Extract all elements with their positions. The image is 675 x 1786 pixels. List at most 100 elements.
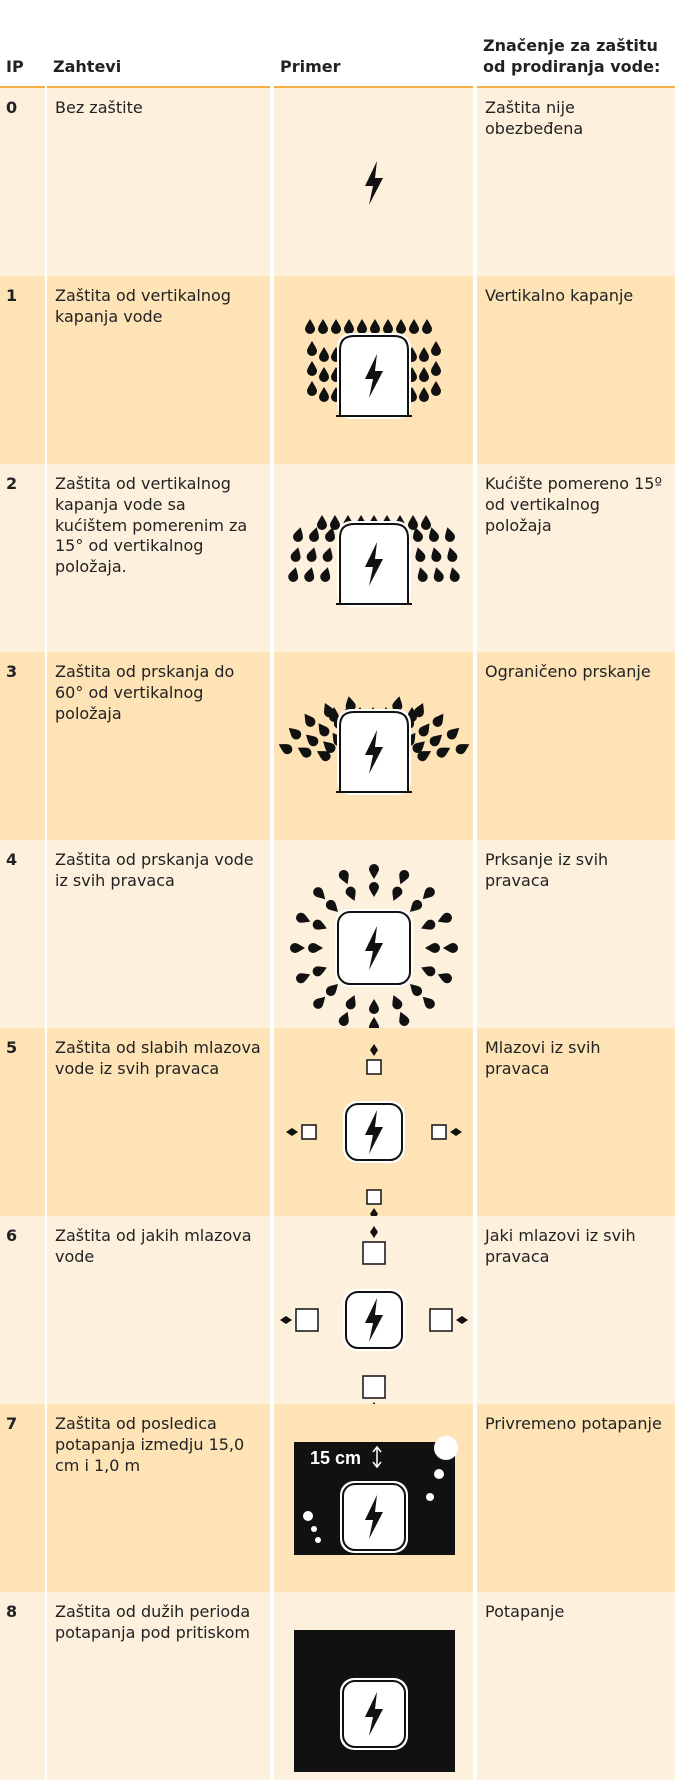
water-drop [446,727,460,740]
water-drop [431,361,441,376]
nozzle-body [431,1124,447,1140]
nozzle-body [429,1308,453,1332]
water-drop [399,870,410,885]
bolt-icon [365,542,383,586]
water-drop [313,887,326,900]
water-drop [331,319,341,334]
ip-illustration [288,515,460,607]
water-drop [290,547,301,562]
meaning-cell: Vertikalno kapanje [477,276,675,464]
bubble [303,1511,313,1521]
water-drop [304,567,315,582]
water-drop [357,319,367,334]
water-drop [383,319,393,334]
water-drop [422,887,435,900]
jet [450,1128,462,1136]
bolt-icon [365,354,383,398]
water-drop [433,567,444,582]
water-drop [318,723,330,737]
example-cell [274,1028,473,1220]
water-drop [432,713,444,727]
ip-illustration [365,161,383,205]
water-drop [396,319,406,334]
water-drop [325,984,338,997]
water-drop [345,995,356,1010]
ip-cell: 6 [0,1216,45,1404]
water-drop [429,527,439,542]
bolt-icon [365,730,383,774]
water-drop [320,567,331,582]
water-drop [330,515,340,530]
water-drop [338,870,349,885]
water-drop [322,547,333,562]
bolt-icon [365,1110,383,1154]
jet [280,1316,292,1324]
water-drop [369,864,379,879]
water-drop [412,741,425,754]
water-drop [413,703,424,718]
header-cell: Zahtevi [47,0,270,88]
header-cell: Značenje za zaštitu od prodiranja vode: [477,0,675,88]
header-cell: IP [0,0,45,88]
ip-illustration [294,1630,455,1772]
water-drop [419,367,429,382]
meaning-cell: Prksanje iz svih pravaca [477,840,675,1028]
water-drop [325,527,335,542]
nozzle [362,1375,386,1414]
ip-illustration [278,696,470,795]
bubble [434,1436,458,1460]
water-drop [319,387,329,402]
water-drop [319,347,329,362]
requirement-cell: Zaštita od jakih mlazova vode [47,1216,270,1404]
nozzle-body [295,1308,319,1332]
water-drop [392,995,403,1010]
meaning-cell: Jaki mlazovi iz svih pravaca [477,1216,675,1404]
ip-cell: 2 [0,464,45,652]
example-cell [274,1592,473,1780]
water-drop [425,943,440,953]
bubble [315,1537,321,1543]
header-cell: Primer [274,0,473,88]
water-drop [421,919,436,930]
water-drop [293,527,303,542]
water-drop [297,747,312,758]
example-cell [274,464,473,652]
water-drop [308,943,323,953]
water-drop [318,319,328,334]
water-drop [455,744,470,755]
water-drop [409,319,419,334]
water-drop [345,696,356,712]
requirement-cell: Bez zaštite [47,88,270,276]
jet [456,1316,468,1324]
water-drop [421,966,436,977]
meaning-cell: Potapanje [477,1592,675,1780]
water-drop [449,567,460,582]
jet [370,1226,378,1238]
water-drop [418,723,430,737]
example-cell [274,1216,473,1414]
water-drop [370,319,380,334]
ip-cell: 3 [0,652,45,840]
water-drop [323,741,336,754]
water-drop [290,943,305,953]
water-drop [422,319,432,334]
example-cell: 15 cm [274,1404,473,1592]
water-drop [437,912,452,923]
water-drop [278,744,293,755]
bolt-icon [365,926,383,970]
water-drop [419,347,429,362]
requirement-cell: Zaštita od prskanja vode iz svih pravaca [47,840,270,1028]
ip-cell: 5 [0,1028,45,1216]
meaning-cell: Privremeno potapanje [477,1404,675,1592]
jet [370,1208,378,1220]
bolt-icon [365,1298,383,1342]
meaning-cell: Kućište pomereno 15º od vertikalnog polo… [477,464,675,652]
ip-cell: 1 [0,276,45,464]
ip-illustration [286,1044,462,1220]
water-drop [392,886,403,901]
meaning-cell: Mlazovi iz svih pravaca [477,1028,675,1216]
water-drop [307,361,317,376]
ip-illustration [280,1226,468,1414]
water-drop [447,547,458,562]
